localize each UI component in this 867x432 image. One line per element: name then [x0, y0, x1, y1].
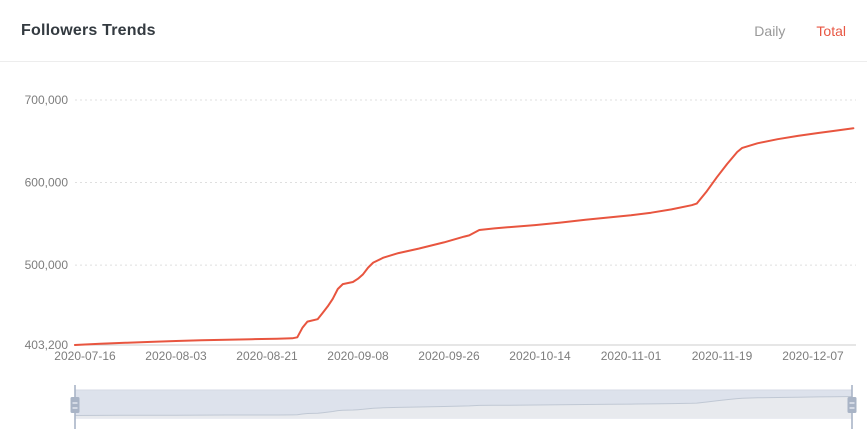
- followers-line-chart: 403,200 500,000 600,000 700,000 2020-07-16 20…: [25, 93, 857, 429]
- slider-handle-right[interactable]: [847, 385, 857, 429]
- tab-daily[interactable]: Daily: [754, 22, 786, 39]
- y-axis-label: 500,000: [25, 258, 69, 272]
- slider-handle-grip[interactable]: [847, 397, 857, 413]
- slider-mini-line: [74, 396, 853, 416]
- slider-handle-left[interactable]: [70, 385, 80, 429]
- trend-line: [73, 127, 855, 346]
- x-axis-label: 2020-08-03: [145, 349, 207, 363]
- tab-total[interactable]: Total: [816, 22, 846, 39]
- slider-handle-grip[interactable]: [70, 397, 80, 413]
- x-axis-label: 2020-07-16: [54, 349, 116, 363]
- x-axis-label: 2020-11-01: [601, 349, 662, 363]
- x-axis-label: 2020-12-07: [782, 349, 844, 363]
- y-axis-label: 700,000: [25, 93, 69, 107]
- x-axis-label: 2020-09-26: [418, 349, 480, 363]
- panel-header: Followers Trends Daily Total: [0, 0, 867, 62]
- chart-area: 403,200 500,000 600,000 700,000 2020-07-16 20…: [0, 62, 867, 432]
- x-axis-label: 2020-11-19: [692, 349, 753, 363]
- panel-title: Followers Trends: [21, 21, 156, 39]
- view-toggle: Daily Total: [754, 23, 846, 39]
- date-range-slider[interactable]: [70, 385, 857, 429]
- slider-data-shadow: [75, 396, 852, 418]
- y-axis-label: 600,000: [25, 176, 69, 190]
- x-axis-label: 2020-09-08: [327, 349, 389, 363]
- x-axis-label: 2020-10-14: [509, 349, 571, 363]
- y-axis-label: 403,200: [25, 338, 69, 352]
- x-axis-label: 2020-08-21: [236, 349, 298, 363]
